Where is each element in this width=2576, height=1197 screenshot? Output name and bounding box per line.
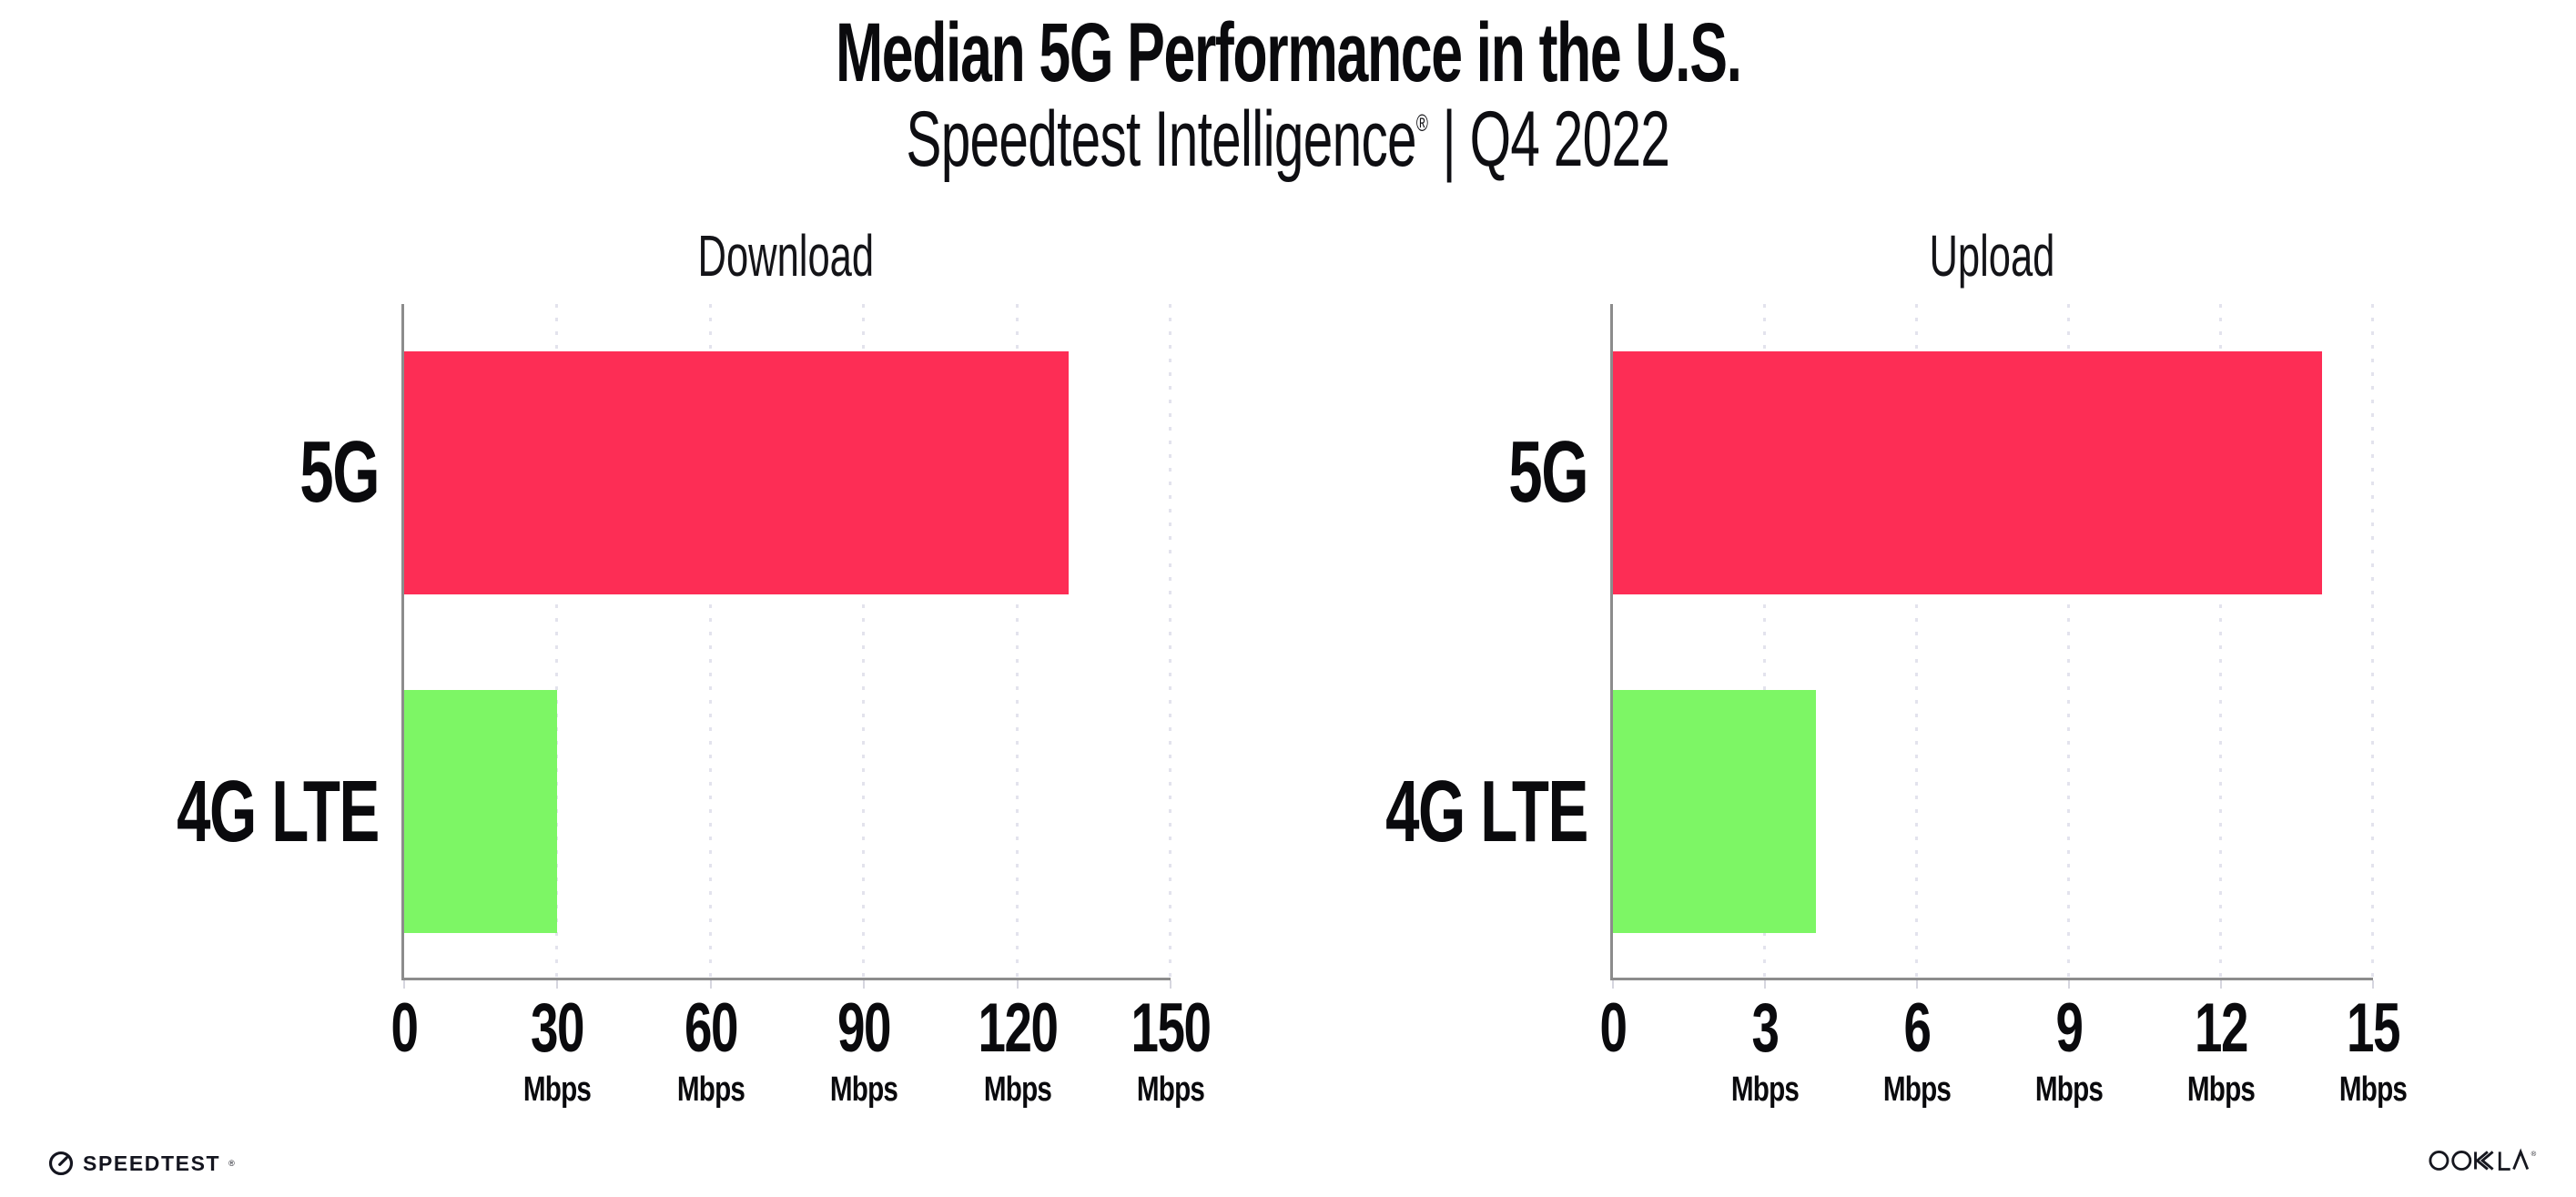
axis-tick-mark [709,980,712,989]
tick-unit: Mbps [2034,1070,2104,1109]
category-label-text: 4G LTE [177,763,380,860]
gridline [1015,304,1019,978]
gridline [2219,304,2222,978]
tick-unit: Mbps [523,1070,592,1109]
bar-5g [1613,351,2323,594]
tick-unit: Mbps [2338,1070,2408,1109]
download-chart-title: Download [401,222,1171,295]
axis-tick-mark [556,980,559,989]
gridline [555,304,559,978]
axis-tick-mark [863,980,866,989]
category-label-text: 5G [1508,423,1588,521]
tick-value: 9 [2055,989,2083,1067]
tick-value: 3 [1751,989,1779,1067]
tick-value: 30 [531,989,584,1067]
subtitle-brand: Speedtest Intelligence [906,96,1417,183]
chart-title-text: Download [697,223,875,289]
ookla-logo: ® [2429,1146,2543,1173]
gridline [2067,304,2070,978]
tick-unit: Mbps [830,1070,898,1109]
tick-value: 120 [978,989,1058,1067]
x-tick: 6 Mbps [1873,994,1960,1110]
tick-value: 90 [837,989,891,1067]
axis-tick-mark [2372,980,2374,989]
x-tick: 60 Mbps [667,994,754,1110]
axis-tick-mark [1916,980,1918,989]
chart-title-text: Upload [1929,223,2054,289]
speedtest-registered-mark: ® [228,1159,235,1168]
x-tick: 0 [386,994,422,1063]
axis-tick-mark [1612,980,1614,989]
gridline [862,304,866,978]
bar-4g-lte [1613,690,1816,933]
gridline [2371,304,2374,978]
category-label-4g-lte: 4G LTE [1299,762,1588,862]
tick-unit: Mbps [983,1070,1051,1109]
tick-unit: Mbps [1882,1070,1952,1109]
tick-value: 60 [684,989,738,1067]
tick-value: 12 [2194,989,2248,1067]
category-label-text: 4G LTE [1385,763,1588,860]
x-tick: 3 Mbps [1721,994,1808,1110]
page-title-text: Median 5G Performance in the U.S. [835,6,1742,99]
gridline [708,304,712,978]
category-label-5g: 5G [266,422,380,522]
subtitle-divider: | [1428,96,1470,183]
x-tick: 0 [1595,994,1631,1063]
gridline [1169,304,1171,978]
axis-tick-mark [1764,980,1766,989]
tick-unit: Mbps [1136,1070,1205,1109]
download-plot-area: 0 30 Mbps 60 Mbps 90 Mbps 120 Mbps 150 Mbps 5G 4G LT… [177,304,1212,1109]
bar-5g [404,351,1069,594]
subtitle-period: Q4 2022 [1469,96,1670,183]
category-label-4g-lte: 4G LTE [90,762,380,862]
tick-value: 0 [390,989,418,1067]
registered-mark: ® [1416,109,1429,137]
page-subtitle: Speedtest Intelligence® | Q4 2022 [0,98,2576,180]
upload-chart-title: Upload [1610,222,2373,295]
page-title: Median 5G Performance in the U.S. [0,9,2576,97]
tick-value: 6 [1903,989,1931,1067]
tick-unit: Mbps [2186,1070,2256,1109]
x-tick: 90 Mbps [821,994,908,1110]
speedtest-logo: SPEEDTEST ® [47,1150,235,1177]
tick-value: 0 [1599,989,1627,1067]
tick-value: 15 [2346,989,2400,1067]
bar-4g-lte [404,690,558,933]
category-label-5g: 5G [1475,422,1588,522]
upload-plot-area: 0 3 Mbps 6 Mbps 9 Mbps 12 Mbps 15 Mbps 5G 4G LTE [1385,304,2408,1109]
category-label-text: 5G [299,423,380,521]
x-tick: 30 Mbps [514,994,601,1110]
tick-unit: Mbps [1730,1070,1800,1109]
axis-tick-mark [1170,980,1171,989]
axis-tick-mark [1016,980,1019,989]
x-tick: 15 Mbps [2329,994,2416,1110]
axis-tick-mark [2068,980,2070,989]
tick-value: 150 [1131,989,1212,1067]
x-tick: 9 Mbps [2025,994,2112,1110]
x-tick: 12 Mbps [2177,994,2264,1110]
speedometer-icon [48,1151,74,1176]
speedtest-wordmark: SPEEDTEST [83,1151,221,1175]
gridline [1763,304,1766,978]
x-tick: 150 Mbps [1116,994,1226,1110]
ookla-wordmark-icon: ® [2429,1148,2537,1171]
gridline [1915,304,1918,978]
axis-tick-mark [403,980,405,989]
axis-tick-mark [2220,980,2222,989]
tick-unit: Mbps [676,1070,745,1109]
x-tick: 120 Mbps [962,994,1072,1110]
ookla-registered-mark: ® [2531,1150,2537,1158]
